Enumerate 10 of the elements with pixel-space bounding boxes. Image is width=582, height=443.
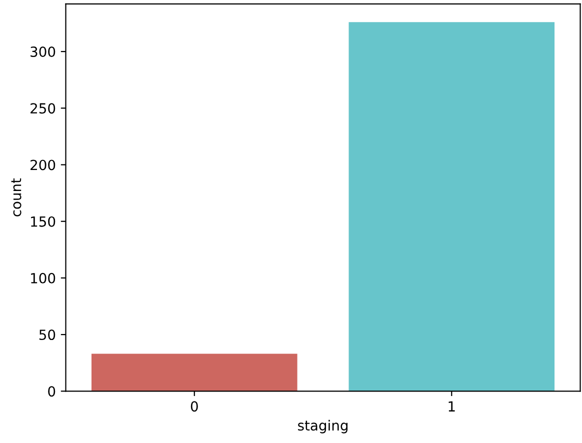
x-axis-title: staging: [298, 420, 348, 434]
y-tick-label: 0: [48, 386, 56, 397]
y-axis-title: count: [11, 178, 22, 216]
y-tick-label: 300: [30, 46, 56, 58]
y-tick-label: 250: [30, 103, 56, 114]
y-tick-label: 50: [39, 330, 56, 340]
y-tick-label: 150: [31, 216, 56, 227]
y-tick-label: 100: [31, 272, 56, 284]
x-tick-label: 1: [448, 401, 455, 412]
y-tick-label: 200: [30, 160, 56, 170]
